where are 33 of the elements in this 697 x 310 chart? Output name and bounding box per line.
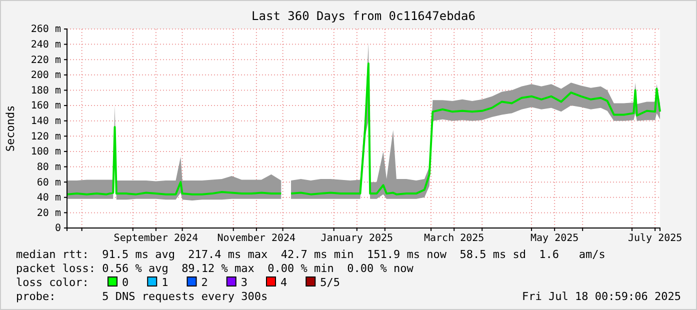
text: packet loss: 0.56 % avg 89.12 % max 0.00 % min 0.00 % now: [16, 262, 414, 275]
text: 3: [240, 276, 248, 289]
text: median rtt: 91.5 ms avg 217.4 ms max 42.7 ms min 151.9 ms now 58.5 ms sd 1.6 am/s: [16, 248, 606, 261]
x-tick-label: May 2025: [530, 233, 579, 244]
y-tick-label: 220 m: [30, 54, 61, 66]
text: 5/5: [320, 276, 340, 289]
text: Fri Jul 18 00:59:06 2025: [522, 290, 681, 303]
x-tick-label: November 2024: [217, 233, 296, 244]
text: 4: [280, 276, 288, 289]
y-tick-label: 60 m: [36, 177, 61, 188]
y-tick-label: 160 m: [30, 100, 61, 112]
chart-title: Last 360 Days from 0c11647ebda6: [252, 9, 476, 23]
y-tick-label: 140 m: [30, 116, 61, 128]
text: loss color:: [16, 276, 89, 289]
y-axis-title: Seconds: [4, 105, 17, 152]
text: 2: [201, 276, 208, 289]
y-tick-label: 120 m: [30, 131, 61, 142]
x-tick-label: September 2024: [114, 233, 198, 244]
x-tick-label: March 2025: [424, 233, 484, 244]
text: 1: [162, 276, 168, 289]
y-tick-label: 0: [54, 223, 61, 234]
y-tick-label: 260 m: [30, 24, 61, 36]
x-tick-label: July 2025: [628, 233, 682, 244]
y-tick-label: 20 m: [36, 208, 61, 219]
y-tick-label: 100 m: [30, 146, 61, 158]
text: 0: [122, 276, 129, 289]
y-tick-label: 180 m: [30, 85, 61, 96]
text: probe: 5 DNS requests every 300s: [16, 290, 268, 303]
y-tick-label: 40 m: [36, 192, 61, 204]
y-tick-label: 200 m: [30, 70, 61, 82]
y-tick-label: 240 m: [30, 40, 61, 51]
x-tick-label: January 2025: [320, 233, 394, 244]
y-tick-label: 80 m: [36, 162, 61, 173]
